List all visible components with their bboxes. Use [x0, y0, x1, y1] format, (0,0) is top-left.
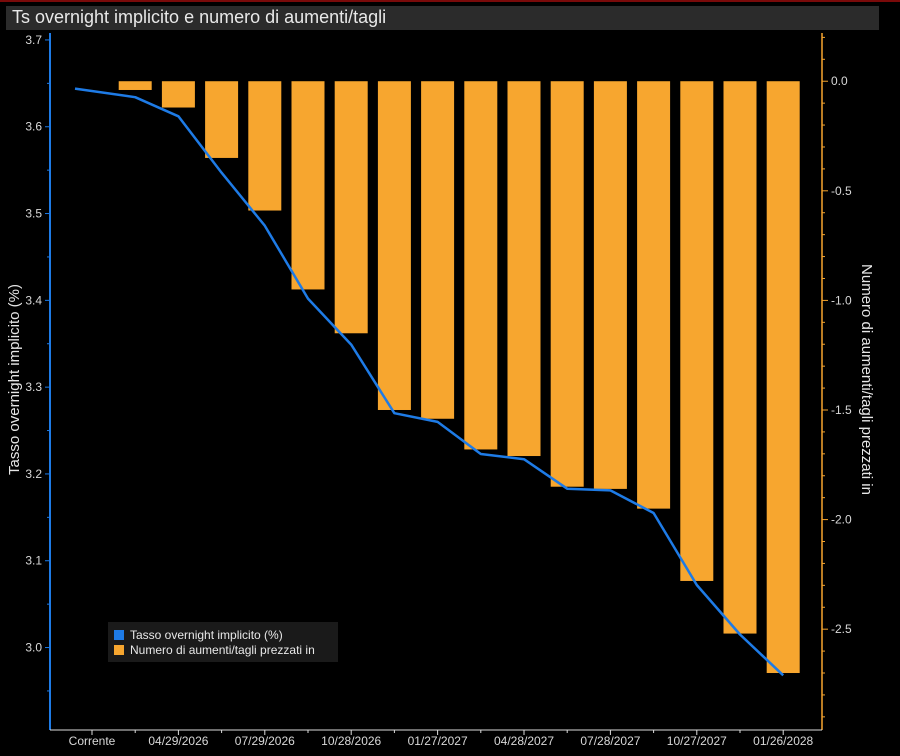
- y-right-tick-label: -2.0: [831, 513, 852, 527]
- y-left-tick-label: 3.4: [25, 293, 42, 307]
- window-top-accent: [0, 0, 900, 2]
- bar: [507, 81, 541, 457]
- bar: [334, 81, 368, 334]
- y-left-tick-label: 3.1: [25, 554, 42, 568]
- y-right-tick-label: -2.5: [831, 622, 852, 636]
- x-tick-label: 04/29/2026: [148, 734, 208, 748]
- bar: [464, 81, 498, 450]
- x-tick-label: 07/28/2027: [580, 734, 640, 748]
- bar: [680, 81, 714, 581]
- x-tick-label: 10/27/2027: [667, 734, 727, 748]
- x-tick-label: 10/28/2026: [321, 734, 381, 748]
- legend: Tasso overnight implicito (%) Numero di …: [108, 622, 338, 662]
- y-left-tick-label: 3.6: [25, 120, 42, 134]
- y-right-tick-label: 0.0: [831, 74, 848, 88]
- x-tick-label: 01/27/2027: [408, 734, 468, 748]
- y-left-tick-label: 3.2: [25, 467, 42, 481]
- chart-title: Ts overnight implicito e numero di aumen…: [12, 7, 387, 27]
- y-axis-left-title: Tasso overnight implicito (%): [6, 284, 23, 475]
- legend-item-line: Tasso overnight implicito (%): [114, 628, 283, 642]
- bar: [593, 81, 627, 489]
- bar: [161, 81, 195, 108]
- x-tick-label: 01/26/2028: [753, 734, 813, 748]
- bar: [291, 81, 325, 290]
- bar: [550, 81, 584, 487]
- x-tick-label: 04/28/2027: [494, 734, 554, 748]
- x-tick-label: 07/29/2026: [235, 734, 295, 748]
- bar: [205, 81, 239, 158]
- y-right-tick-label: -0.5: [831, 184, 852, 198]
- y-right-tick-label: -1.0: [831, 293, 852, 307]
- legend-label-bar: Numero di aumenti/tagli prezzati in: [130, 643, 315, 657]
- y-axis-right-title: Numero di aumenti/tagli prezzati in: [858, 264, 875, 495]
- legend-swatch-line: [114, 630, 124, 640]
- y-right-tick-label: -1.5: [831, 403, 852, 417]
- legend-item-bar: Numero di aumenti/tagli prezzati in: [114, 643, 315, 657]
- legend-label-line: Tasso overnight implicito (%): [130, 628, 283, 642]
- bar-series: [118, 81, 800, 674]
- y-left-tick-label: 3.3: [25, 380, 42, 394]
- bar: [766, 81, 800, 674]
- bar: [723, 81, 757, 634]
- bar: [421, 81, 455, 419]
- chart-title-bar: Ts overnight implicito e numero di aumen…: [6, 6, 879, 30]
- bar: [118, 81, 152, 90]
- y-left-tick-label: 3.0: [25, 641, 42, 655]
- bar: [377, 81, 411, 410]
- legend-swatch-bar: [114, 645, 124, 655]
- bar: [248, 81, 282, 211]
- line-series: [74, 87, 785, 677]
- y-left-tick-label: 3.7: [25, 33, 42, 47]
- y-left-tick-label: 3.5: [25, 207, 42, 221]
- bar: [637, 81, 671, 509]
- x-tick-label: Corrente: [69, 734, 116, 748]
- axes: 3.0 3.1 3.2 3.3 3.4 3.5 3.6 3.7 0.0 -0.5 -1.0 -1.5 -…: [6, 33, 875, 748]
